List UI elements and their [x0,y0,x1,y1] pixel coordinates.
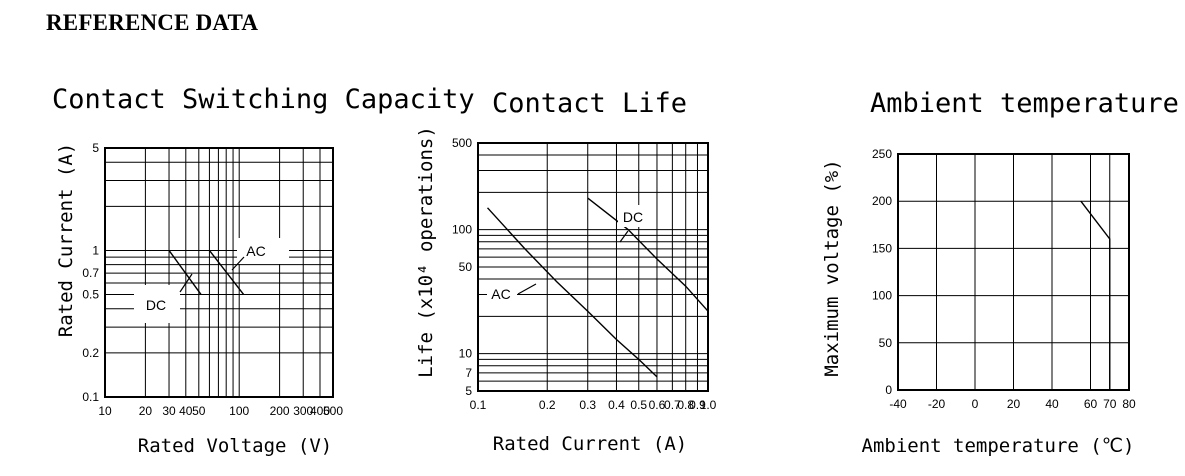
series-label: AC [491,286,510,302]
y-axis-label: Life (x10⁴ operations) [415,126,437,378]
x-tick-label: 200 [270,404,290,418]
y-tick-label: 100 [872,289,892,303]
plot-frame [897,153,1130,391]
reference-data-heading: REFERENCE DATA [46,10,259,35]
y-tick-label: 5 [92,141,99,155]
series-line-dc [168,250,202,295]
chart-switching-capacity: Contact Switching Capacity Rated Voltage … [52,84,475,457]
y-tick-label: 0.7 [82,266,99,280]
x-tick-label: 1.0 [700,398,717,412]
plot-frame [104,147,334,398]
x-tick-label: 20 [139,404,153,418]
x-tick-label: 0.4 [608,398,625,412]
y-tick-label: 0.2 [82,346,99,360]
series-label-box [487,283,517,303]
x-tick-label: 0.2 [539,398,556,412]
y-axis-label: Maximum voltage (%) [821,159,843,376]
x-tick-label: 80 [1122,397,1136,411]
x-tick-label: 0 [972,397,979,411]
y-tick-label: 10 [459,347,473,361]
x-axis-label: Rated Voltage (V) [138,435,332,457]
y-tick-label: 500 [452,136,472,150]
x-tick-label: 300 [293,404,313,418]
x-tick-label: 10 [98,404,112,418]
x-tick-label: 100 [229,404,249,418]
plot-frame [477,142,709,392]
series-label: DC [623,209,643,225]
x-tick-label: 0.9 [689,398,706,412]
y-tick-label: 250 [872,147,892,161]
x-tick-label: 40 [179,404,193,418]
x-tick-label: 0.3 [579,398,596,412]
series-label: DC [146,297,166,313]
chart-title: Contact Switching Capacity [52,84,475,115]
x-tick-label: 60 [1084,397,1098,411]
chart-contact-life: Contact Life Rated Current (A) Life (x10⁴ … [415,88,717,455]
chart-title: Ambient temperature [870,88,1179,119]
x-tick-label: 400 [310,404,330,418]
series-label-box [237,238,289,264]
x-tick-label: 20 [1007,397,1021,411]
chart-title: Contact Life [492,88,687,119]
series-label-pointer [231,256,245,271]
series-line-0 [1080,200,1111,390]
series-label-box [618,205,646,227]
x-tick-label: 30 [162,404,176,418]
chart-ambient-temperature: Ambient temperature Ambient temperature (… [821,88,1179,457]
y-tick-label: 7 [465,366,472,380]
series-label-pointer [619,230,629,243]
y-tick-label: 1 [92,243,99,257]
series-label-box [134,285,180,323]
series-label-pointer [179,273,193,293]
y-tick-label: 0 [885,383,892,397]
y-tick-label: 0.5 [82,288,99,302]
x-tick-label: 50 [192,404,206,418]
series-line-ac [487,207,658,378]
x-axis-label: Rated Current (A) [493,433,687,455]
y-tick-label: 5 [465,384,472,398]
x-tick-label: 70 [1103,397,1117,411]
y-tick-label: 150 [872,241,892,255]
series-label-pointer [517,283,537,295]
x-tick-label: 0.5 [630,398,647,412]
series-line-dc [587,197,709,312]
series-line-ac [208,250,245,295]
x-axis-label: Ambient temperature (℃) [862,435,1135,457]
x-tick-label: 0.8 [677,398,694,412]
x-tick-label: -40 [889,397,907,411]
x-tick-label: 40 [1045,397,1059,411]
x-tick-label: 0.7 [664,398,681,412]
x-tick-label: -20 [928,397,946,411]
y-tick-label: 100 [452,223,472,237]
x-tick-label: 0.6 [649,398,666,412]
series-label: AC [246,243,265,259]
y-tick-label: 50 [879,336,893,350]
y-axis-label: Rated Current (A) [55,143,77,337]
y-tick-label: 50 [459,260,473,274]
y-tick-label: 200 [872,194,892,208]
x-tick-label: 0.1 [470,398,487,412]
y-tick-label: 0.1 [82,390,99,404]
x-tick-label: 500 [323,404,343,418]
